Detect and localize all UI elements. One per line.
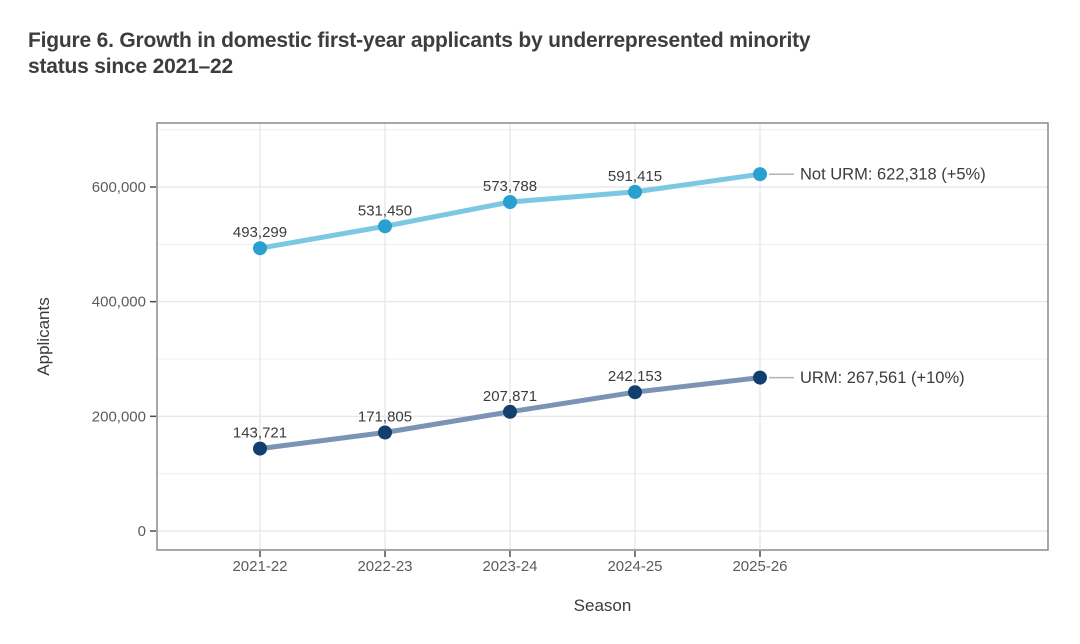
y-tick-label: 400,000 [92, 294, 146, 311]
data-point-urm [253, 441, 267, 456]
data-point-urm [503, 404, 517, 419]
data-point-urm [378, 425, 392, 440]
x-axis-title: Season [574, 596, 632, 615]
data-point-urm [753, 370, 767, 385]
x-tick-label: 2021-22 [232, 558, 287, 575]
data-point-not-urm [753, 167, 767, 182]
x-tick-label: 2022-23 [357, 558, 412, 575]
data-point-not-urm [503, 195, 517, 209]
data-point-not-urm [378, 219, 392, 234]
y-tick-label: 200,000 [92, 408, 146, 425]
data-point-not-urm [253, 241, 267, 256]
data-point-label-not-urm: 591,415 [608, 168, 662, 185]
data-point-label-urm: 171,805 [358, 409, 412, 426]
x-tick-label: 2023-24 [482, 558, 537, 575]
data-point-label-urm: 207,871 [483, 388, 537, 405]
y-tick-label: 0 [138, 523, 146, 540]
data-point-label-not-urm: 493,299 [233, 224, 287, 241]
figure-title-line1: Figure 6. Growth in domestic first-year … [28, 29, 811, 52]
data-point-label-not-urm: 573,788 [483, 178, 537, 195]
data-point-label-urm: 242,153 [608, 368, 662, 385]
figure-title-line2: status since 2021–22 [28, 55, 233, 78]
y-axis-title: Applicants [34, 297, 53, 375]
data-point-urm [628, 385, 642, 400]
data-point-not-urm [628, 184, 642, 199]
figure-title: Figure 6. Growth in domestic first-year … [28, 28, 811, 80]
panel-border [156, 122, 1049, 551]
x-tick-label: 2025-26 [732, 558, 787, 575]
series-end-label-urm: URM: 267,561 (+10%) [800, 369, 965, 387]
data-point-label-not-urm: 531,450 [358, 202, 412, 219]
data-point-label-urm: 143,721 [233, 425, 287, 442]
y-tick-label: 600,000 [92, 179, 146, 196]
x-tick-label: 2024-25 [607, 558, 662, 575]
series-end-label-not-urm: Not URM: 622,318 (+5%) [800, 166, 986, 184]
